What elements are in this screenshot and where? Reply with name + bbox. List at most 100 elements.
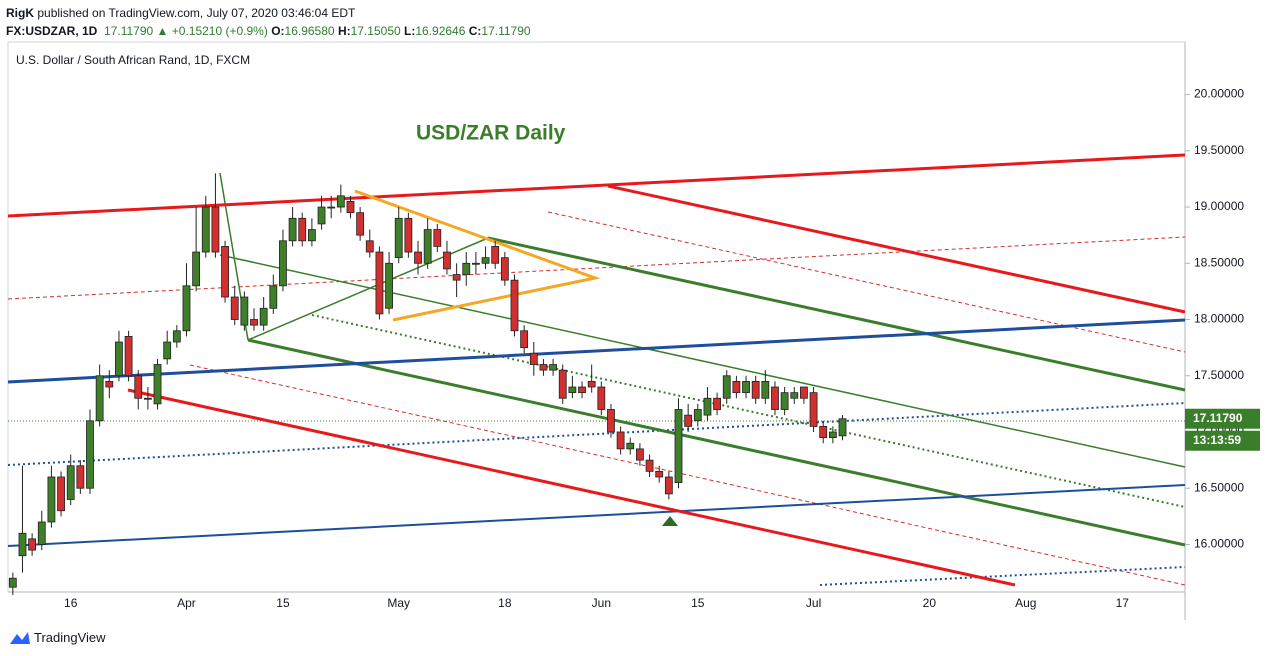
trend-line — [7, 318, 1186, 384]
h: 17.15050 — [350, 24, 401, 38]
candle-body — [37, 521, 46, 545]
candle-body — [491, 246, 500, 264]
candle-body — [124, 335, 133, 377]
candle-body — [8, 577, 17, 588]
candle-body — [722, 375, 731, 399]
candle-body — [288, 217, 297, 242]
candle-body — [211, 206, 220, 253]
c: 17.11790 — [481, 24, 531, 38]
x-tick-label: Aug — [1015, 596, 1036, 610]
x-tick-label: Jul — [806, 596, 821, 610]
y-tick-label: 17.50000 — [1194, 368, 1244, 382]
candle-body — [443, 251, 451, 270]
candle-body — [568, 386, 577, 394]
x-tick-label: 15 — [691, 596, 705, 610]
candle-body — [636, 448, 644, 461]
candle-body — [684, 414, 693, 427]
x-tick-label: 15 — [276, 596, 290, 610]
candle-body — [520, 330, 529, 349]
chart: U.S. Dollar / South African Rand, 1D, FX… — [7, 41, 1260, 620]
x-tick-label: Apr — [177, 596, 196, 610]
candle-body — [153, 364, 162, 405]
candle-body — [742, 380, 750, 394]
candle-body — [462, 262, 471, 275]
candle-body — [307, 229, 316, 242]
x-tick-label: May — [387, 596, 410, 610]
author: RigK — [6, 6, 34, 20]
candle-body — [279, 240, 287, 287]
candle-body — [481, 257, 490, 264]
dotted-line — [819, 566, 1186, 586]
trend-line — [607, 184, 1186, 314]
x-tick-label: 17 — [1116, 596, 1130, 610]
candle-body — [134, 375, 143, 399]
y-tick-label: 18.50000 — [1194, 255, 1244, 269]
x-tick-label: 20 — [923, 596, 937, 610]
y-tick-label: 16.00000 — [1194, 537, 1244, 551]
annotation: USD/ZAR Daily — [416, 122, 566, 145]
l: 16.92646 — [415, 24, 466, 38]
y-tick-label: 20.00000 — [1194, 87, 1244, 101]
candle-body — [558, 369, 567, 399]
candle-body — [375, 251, 384, 315]
trend-line — [7, 484, 1186, 547]
candle-body — [433, 229, 442, 247]
candle-body — [356, 212, 365, 236]
candle-body — [259, 307, 268, 326]
candle-body — [703, 397, 712, 416]
candle-body — [182, 285, 191, 332]
candle-body — [500, 257, 509, 281]
candle-body — [143, 397, 152, 400]
l-label: L: — [404, 24, 416, 38]
candle-body — [394, 217, 403, 259]
candle-body — [664, 476, 673, 495]
candle-body — [771, 386, 779, 410]
candle-body — [327, 206, 336, 209]
candle-body — [838, 418, 847, 437]
candle-body — [800, 386, 808, 399]
candle-body — [751, 380, 760, 399]
candle-body — [761, 380, 770, 399]
countdown-badge — [1185, 430, 1260, 451]
header: RigK published on TradingView.com, July … — [6, 4, 531, 40]
x-tick-label: Jun — [592, 596, 611, 610]
triangle-pattern — [354, 189, 601, 322]
logo — [10, 632, 30, 644]
candle-body — [298, 217, 307, 242]
candle-body — [230, 296, 239, 320]
candle-body — [809, 392, 818, 427]
footer: TradingView — [0, 620, 1268, 656]
candle-body — [539, 364, 548, 371]
candle-body — [240, 296, 249, 326]
header-line-1: RigK published on TradingView.com, July … — [6, 4, 531, 22]
candle-body — [587, 380, 596, 388]
candle-body — [655, 470, 664, 478]
candle-body — [18, 532, 27, 557]
last-price-badge — [1185, 408, 1260, 429]
candle-body — [66, 465, 75, 500]
dashed-line — [189, 364, 1186, 586]
trend-line — [247, 338, 1186, 547]
candle-body — [713, 397, 721, 410]
candle-body — [578, 386, 586, 394]
candle-body — [336, 195, 345, 208]
candle-body — [105, 380, 114, 388]
candle-body — [693, 409, 702, 422]
candle-body — [346, 201, 355, 214]
candle-body — [616, 431, 625, 450]
dashed-line — [547, 211, 1186, 353]
candle-body — [626, 442, 635, 450]
candle-body — [819, 425, 828, 439]
symbol: FX:USDZAR, 1D — [6, 24, 98, 38]
o-label: O: — [271, 24, 285, 38]
dashed-line — [7, 236, 1186, 300]
trend-line — [7, 153, 1186, 218]
candle-body — [47, 476, 56, 523]
y-tick-label: 19.50000 — [1194, 143, 1244, 157]
candle-body — [414, 251, 422, 264]
x-tick-label: 16 — [64, 596, 78, 610]
countdown: 13:13:59 — [1193, 433, 1241, 447]
candle-body — [423, 229, 432, 264]
marker — [662, 516, 678, 526]
